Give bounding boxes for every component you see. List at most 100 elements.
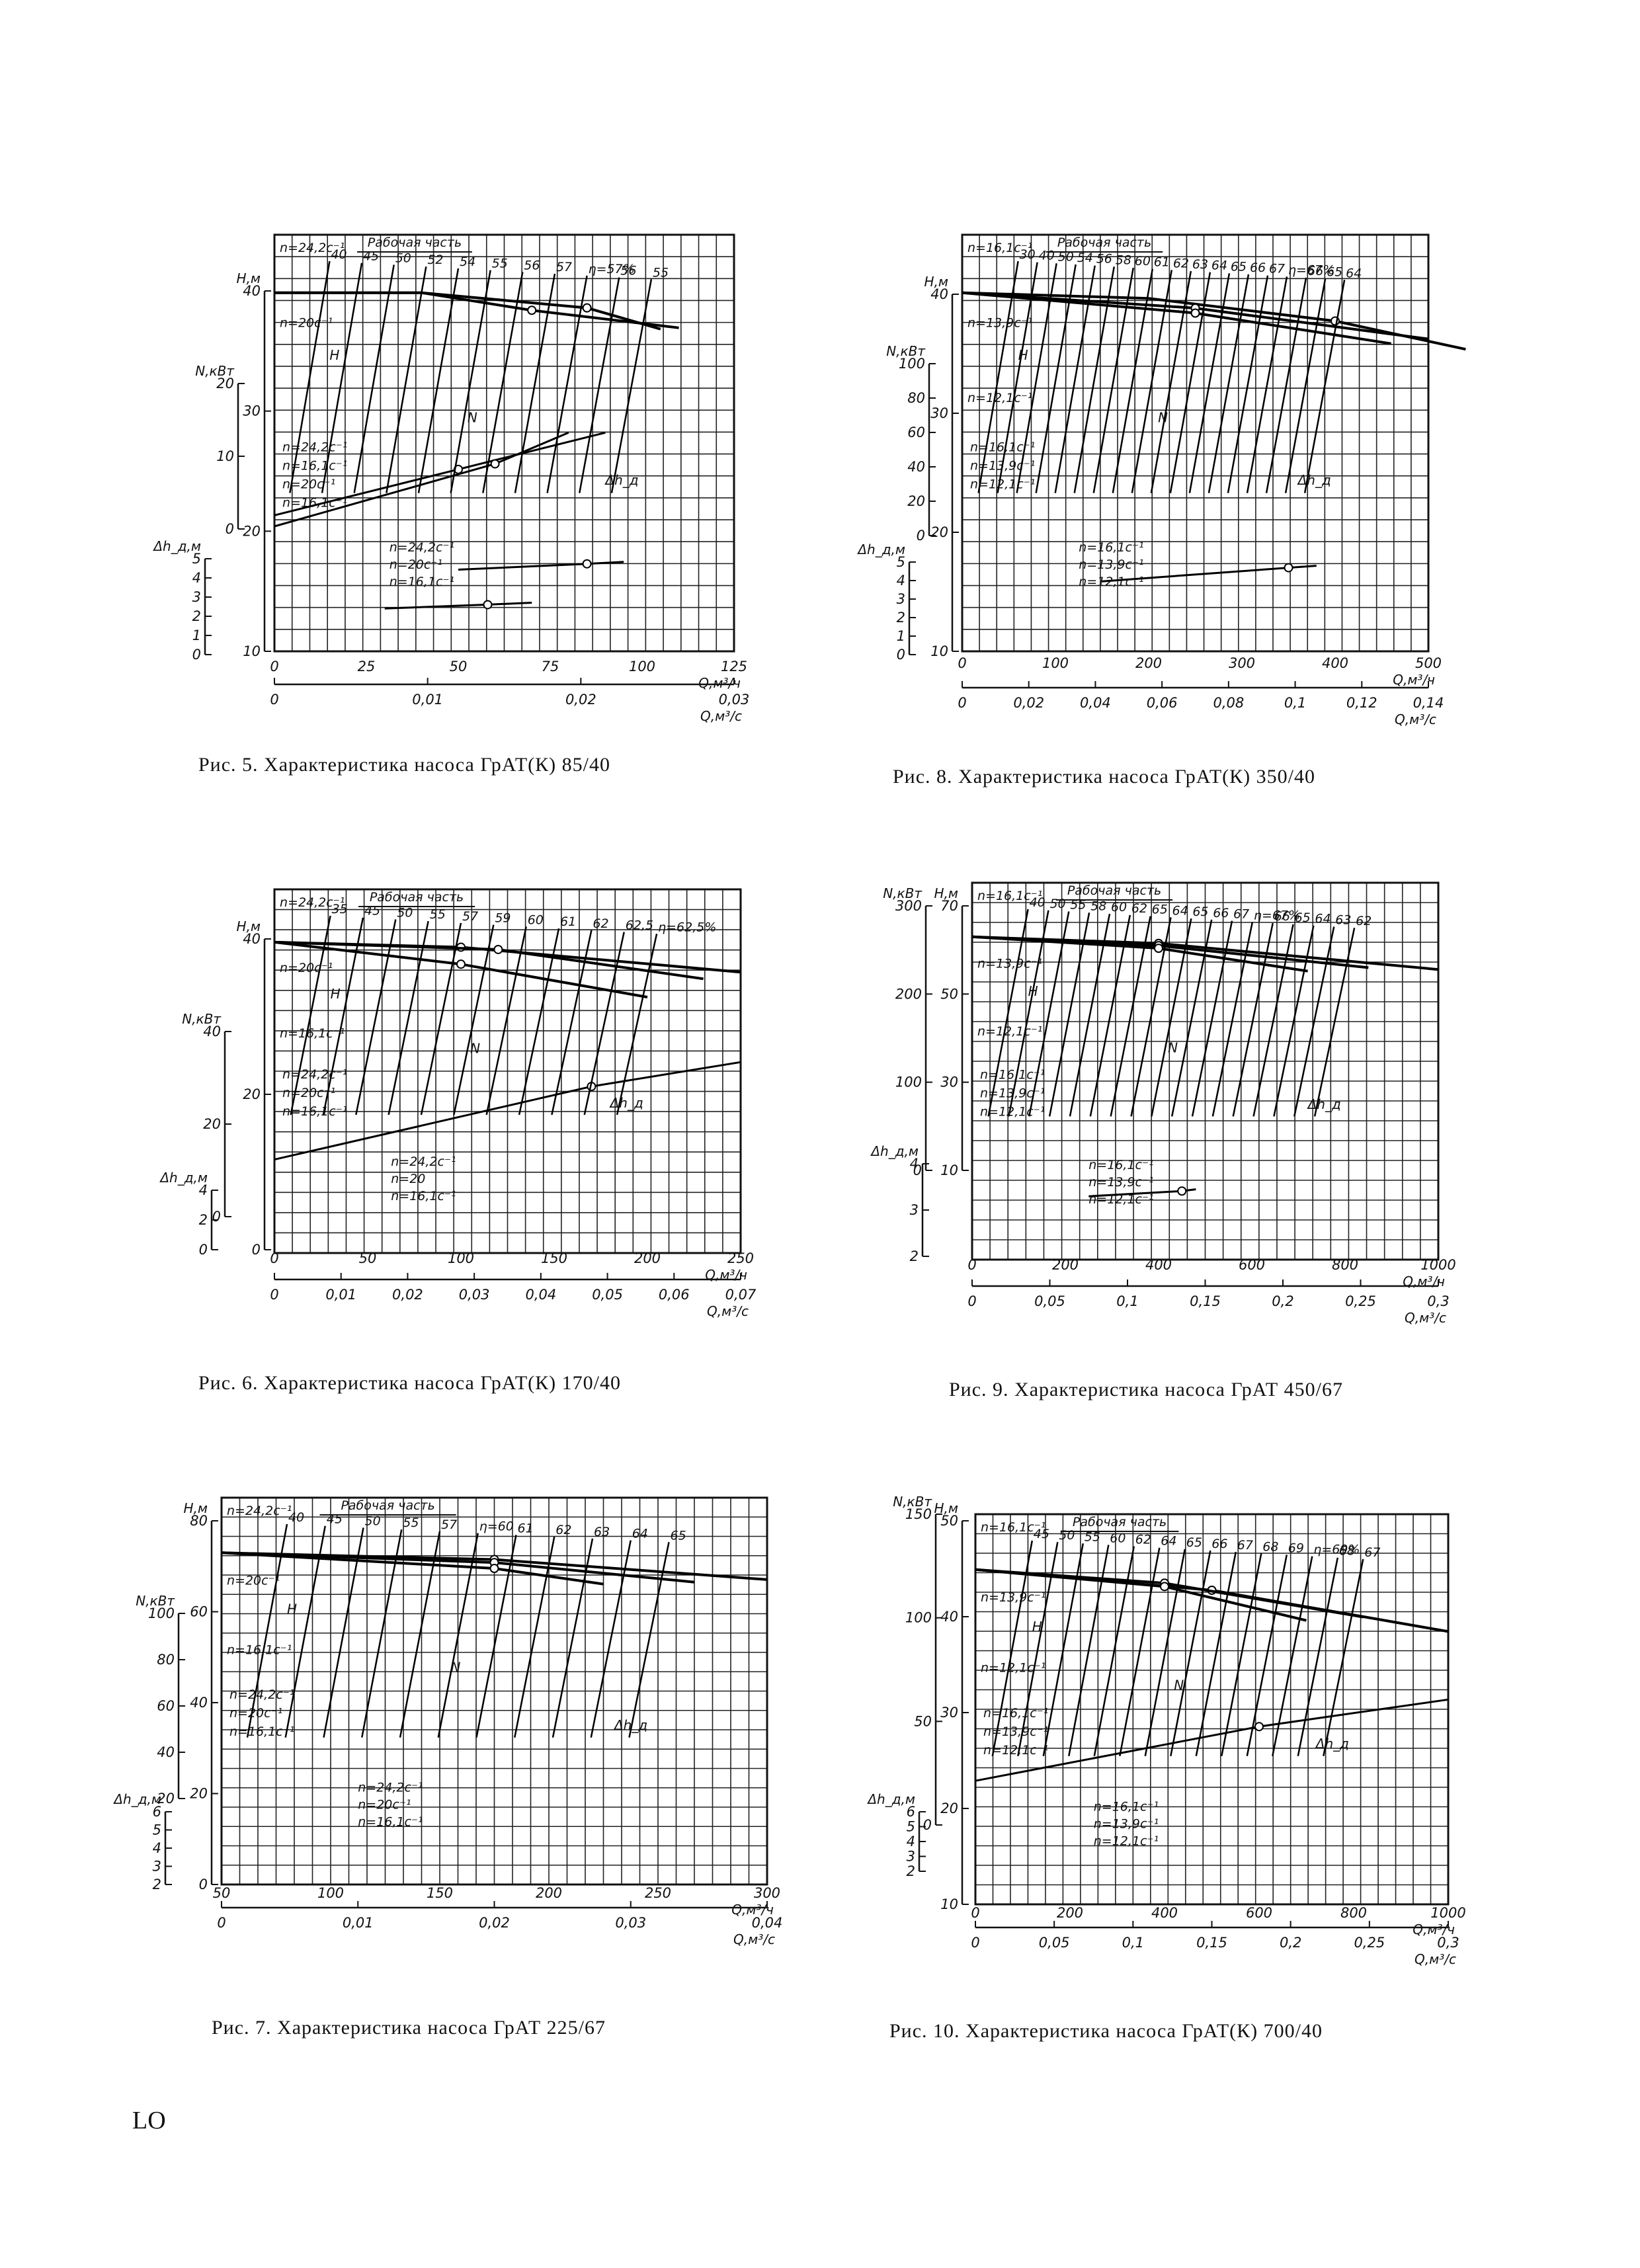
working-zone: Рабочая часть xyxy=(358,890,475,907)
efficiency-label: 56 xyxy=(1096,252,1112,266)
speed-label-N: n=16,1с⁻¹ xyxy=(980,1067,1045,1082)
speed-label-H: n=16,1с⁻¹ xyxy=(280,1026,345,1041)
efficiency-label: 60 xyxy=(1110,1531,1126,1545)
left-axis-label: Н,м xyxy=(237,918,261,934)
left-tick: 40 xyxy=(940,1609,958,1625)
speed-label-dh: n=20с⁻¹ xyxy=(390,557,442,572)
speed-label-dh: n=13,9с⁻¹ xyxy=(1094,1816,1159,1831)
left-tick: 70 xyxy=(940,898,958,914)
efficiency-line xyxy=(475,1535,517,1738)
efficiency-line xyxy=(610,279,653,493)
figure-caption: Рис. 10. Характеристика насоса ГрАТ(К) 7… xyxy=(889,2020,1323,2042)
x2-tick: 0 xyxy=(270,692,278,708)
efficiency-line xyxy=(1297,1557,1339,1757)
efficiency-label: 64 xyxy=(1172,903,1188,918)
speed-label-H: n=13,9с⁻¹ xyxy=(967,315,1032,330)
efficiency-line xyxy=(321,263,363,493)
efficiency-label: 64 xyxy=(1315,912,1331,926)
efficiency-label: η=60 xyxy=(479,1519,514,1534)
left-tick: 4 xyxy=(153,1840,161,1856)
efficiency-line xyxy=(1073,266,1115,493)
efficiency-label: 50 xyxy=(1049,897,1065,911)
speed-label-dh: n=13,9с⁻¹ xyxy=(1079,557,1143,572)
left-tick: 20 xyxy=(907,493,925,509)
left-axis-label: N,кВт xyxy=(893,1494,932,1510)
left-tick: 3 xyxy=(897,591,905,607)
left-tick: 4 xyxy=(199,1182,208,1198)
efficiency-label: 52 xyxy=(427,253,443,267)
x2-tick: 0 xyxy=(958,695,966,711)
speed-label-dh: n=20 xyxy=(391,1172,425,1186)
speed-label-N: n=16,1с⁻¹ xyxy=(282,496,347,510)
efficiency-line xyxy=(482,272,524,493)
speed-label-N: n=24,2с⁻¹ xyxy=(229,1687,294,1702)
left-tick: 80 xyxy=(190,1513,208,1529)
efficiency-label: 58 xyxy=(1090,899,1106,913)
efficiency-label: 63 xyxy=(1192,257,1208,272)
left-tick: 80 xyxy=(907,390,925,406)
left-tick: 150 xyxy=(905,1506,932,1522)
efficiency-label: 61 xyxy=(518,1521,534,1535)
efficiency-label: 65 xyxy=(1295,911,1311,925)
efficiency-label: 40 xyxy=(288,1510,304,1525)
x2-tick: 0,05 xyxy=(592,1287,623,1303)
speed-label-H: n=20с⁻¹ xyxy=(227,1573,280,1588)
efficiency-label: 67 xyxy=(1233,907,1249,922)
series-point xyxy=(483,600,493,610)
efficiency-label: 57 xyxy=(441,1518,457,1532)
efficiency-label: 65 xyxy=(1327,265,1342,280)
working-zone: Рабочая часть xyxy=(319,1498,456,1516)
x-tick: 200 xyxy=(536,1885,562,1901)
speed-label-N: n=12,1с⁻¹ xyxy=(980,1104,1045,1119)
efficiency-label: 50 xyxy=(395,251,411,265)
efficiency-line xyxy=(1170,1550,1211,1757)
x-tick: 100 xyxy=(317,1885,344,1901)
efficiency-line xyxy=(616,934,658,1115)
left-tick: 2 xyxy=(910,1248,919,1264)
efficiency-line xyxy=(1131,270,1173,493)
speed-label-H: n=16,1с⁻¹ xyxy=(977,889,1042,903)
efficiency-line xyxy=(1092,267,1135,493)
x2-axis-label: Q,м³/с xyxy=(1414,1951,1456,1967)
x-tick: 600 xyxy=(1239,1257,1265,1273)
left-tick: 5 xyxy=(897,554,905,570)
efficiency-line xyxy=(1265,277,1307,493)
x-tick: 150 xyxy=(427,1885,453,1901)
series-point xyxy=(456,959,466,969)
curve-label: H xyxy=(287,1601,297,1617)
efficiency-line xyxy=(1232,922,1274,1117)
efficiency-line xyxy=(1016,263,1057,493)
left-tick: 50 xyxy=(914,1713,932,1729)
efficiency-line xyxy=(583,932,625,1115)
x2-tick: 0,1 xyxy=(1284,695,1306,711)
x-tick: 300 xyxy=(1229,655,1255,671)
left-tick: 100 xyxy=(148,1605,175,1621)
left-tick: 2 xyxy=(897,610,905,626)
efficiency-line xyxy=(1211,922,1254,1117)
curve-label: H xyxy=(331,986,341,1002)
x-tick: 200 xyxy=(634,1250,661,1266)
efficiency-label: 62,5 xyxy=(626,918,653,933)
speed-label-N: n=24,2с⁻¹ xyxy=(282,1067,347,1082)
efficiency-line xyxy=(1112,268,1154,493)
series-line xyxy=(962,291,1466,351)
speed-label-dh: n=24,2с⁻¹ xyxy=(390,540,454,555)
curve-label: N xyxy=(1168,1040,1178,1056)
left-axis-label: N,кВт xyxy=(883,885,922,901)
efficiency-label: 62 xyxy=(1173,256,1189,270)
efficiency-label: 56 xyxy=(620,264,636,278)
curve-label: N xyxy=(451,1659,461,1675)
x2-tick: 0,02 xyxy=(565,692,596,708)
x-tick: 800 xyxy=(1340,1905,1367,1921)
left-tick: 20 xyxy=(243,523,261,539)
efficiency-line xyxy=(1093,1546,1135,1757)
plot-frame xyxy=(974,1513,1450,1906)
efficiency-line xyxy=(399,1531,441,1738)
series-point xyxy=(1284,563,1293,573)
x-tick: 200 xyxy=(1135,655,1162,671)
efficiency-line xyxy=(353,264,395,493)
speed-label-H: n=24,2с⁻¹ xyxy=(280,895,345,910)
efficiency-label: η=67% xyxy=(1254,908,1300,922)
